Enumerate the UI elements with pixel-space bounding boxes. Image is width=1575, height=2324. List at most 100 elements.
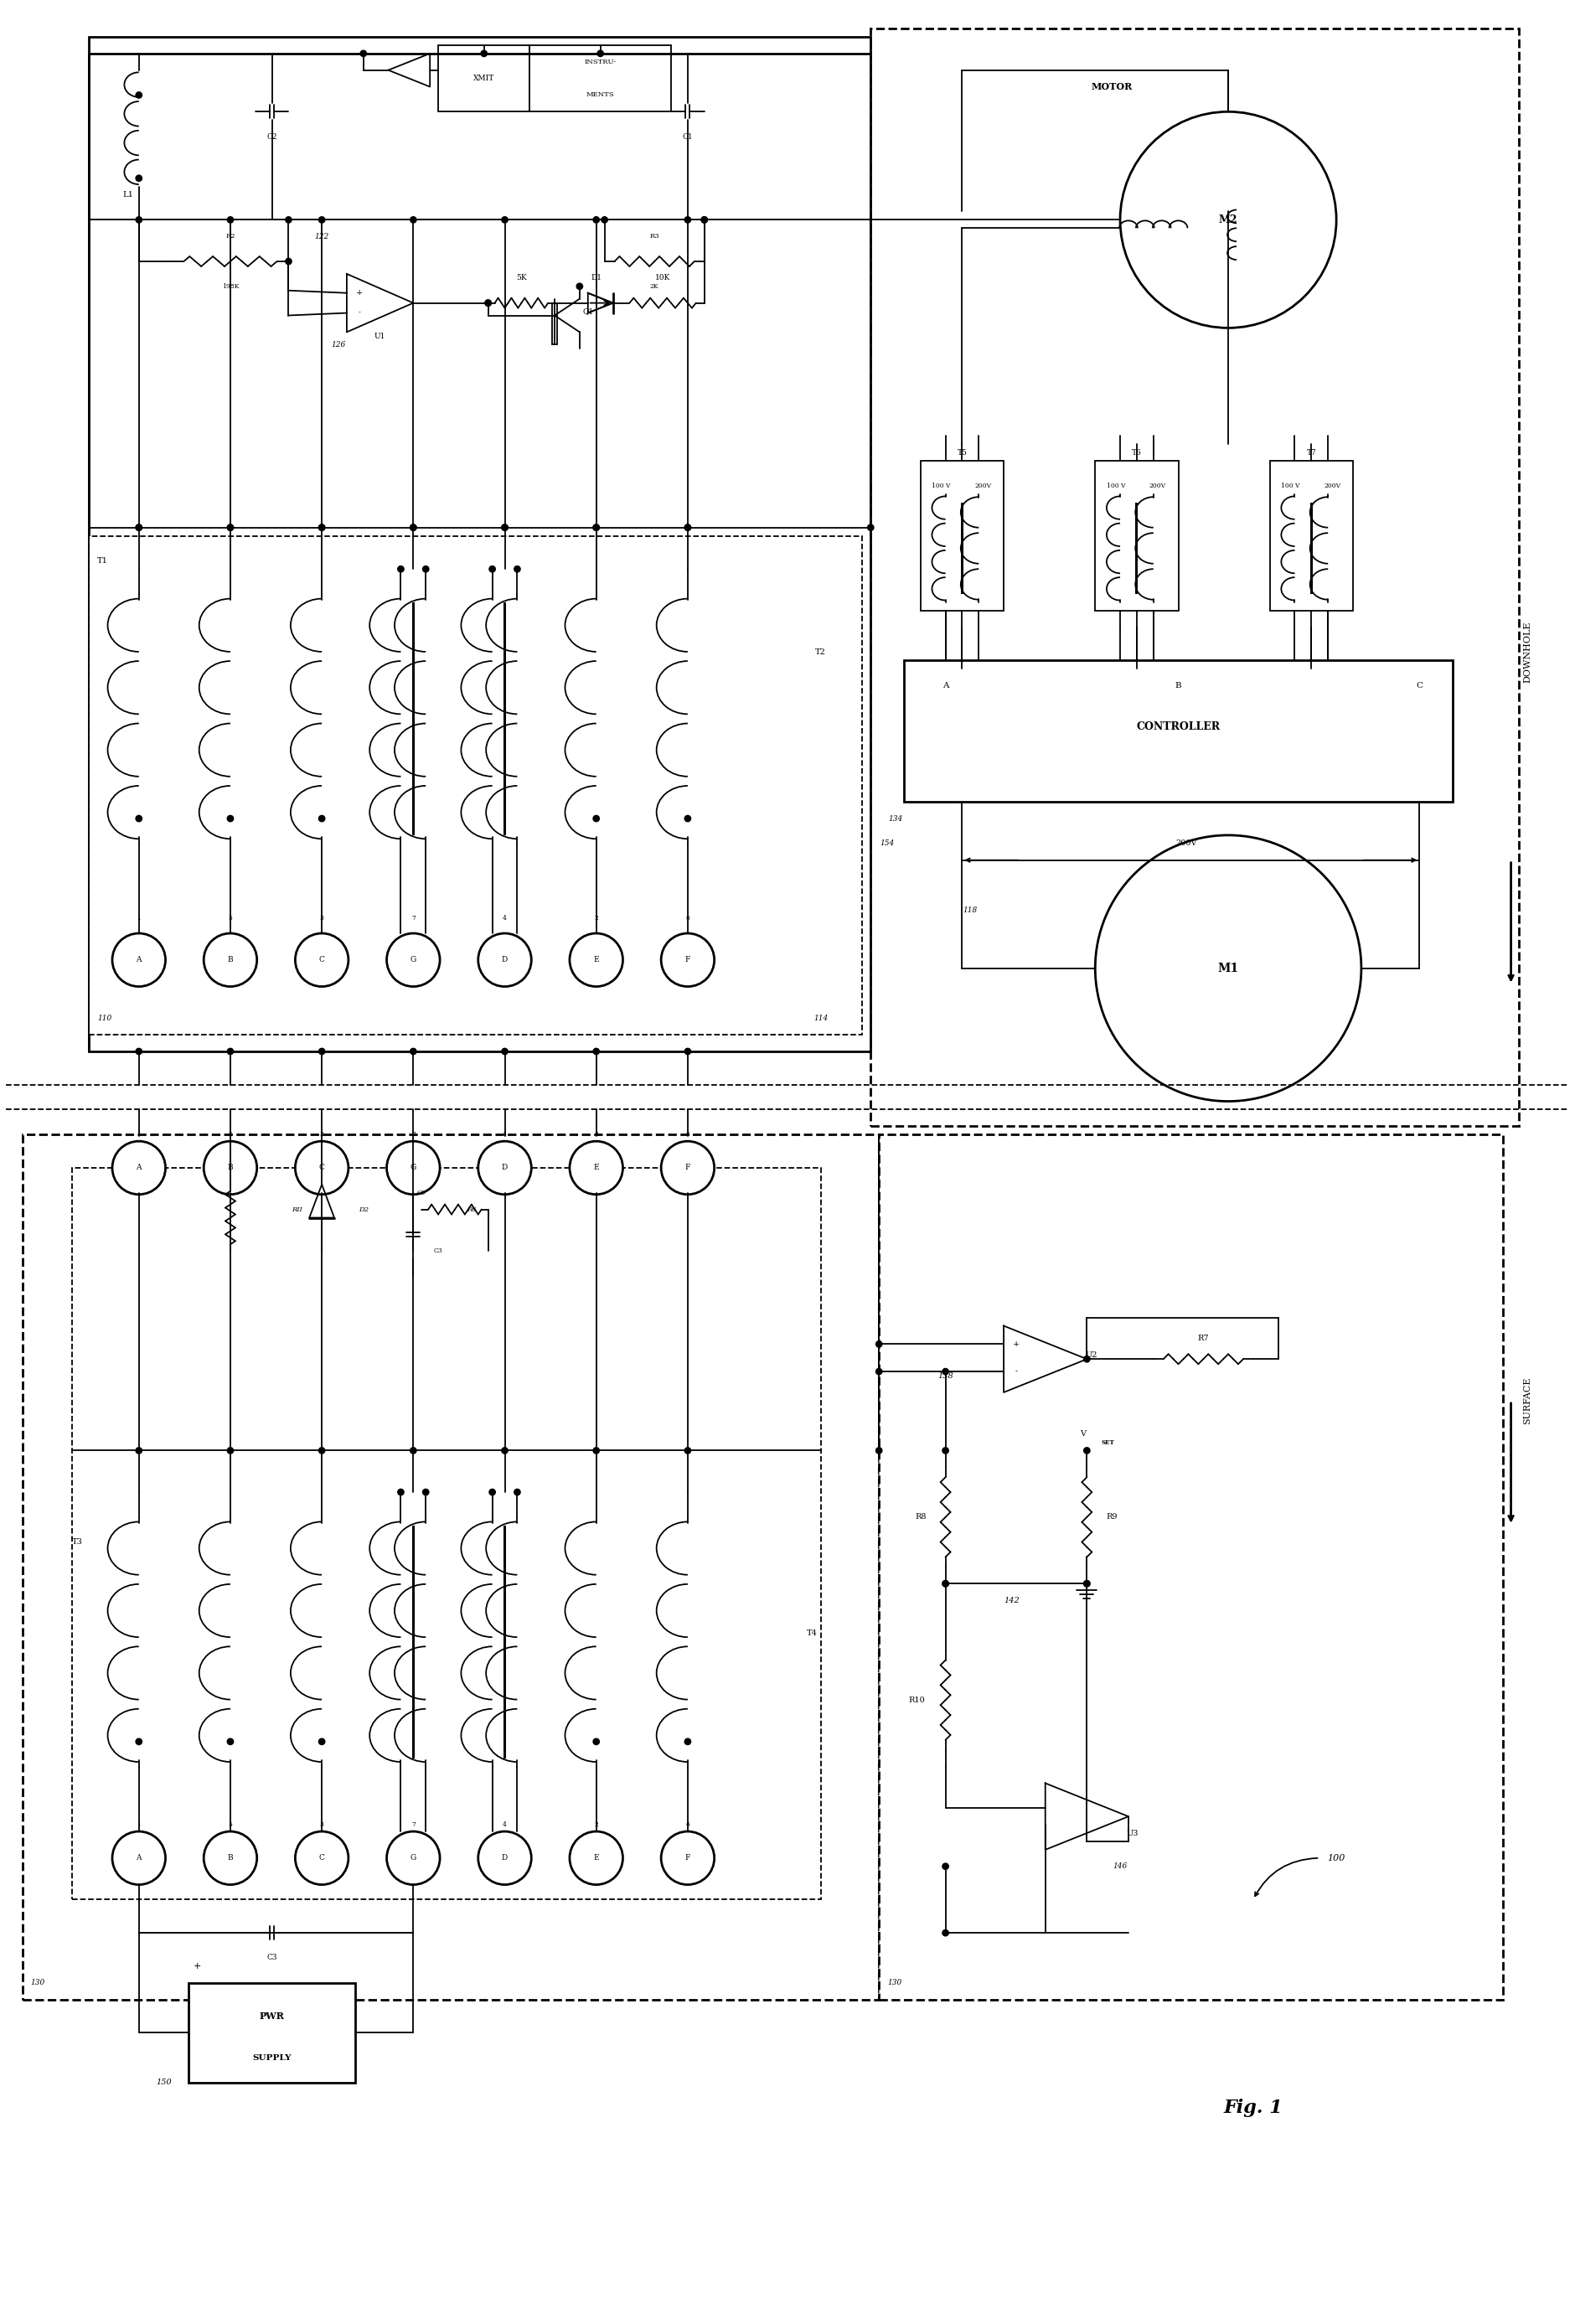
Bar [961, 502, 964, 595]
Circle shape [701, 216, 707, 223]
Circle shape [227, 525, 233, 530]
Circle shape [502, 525, 507, 530]
Text: U1: U1 [375, 332, 386, 339]
Circle shape [485, 300, 491, 307]
Bar [88, 537, 863, 1034]
Text: 114: 114 [814, 1013, 828, 1023]
Circle shape [662, 1141, 715, 1195]
Circle shape [398, 1490, 403, 1494]
Bar [879, 1134, 1503, 1999]
Circle shape [685, 816, 690, 820]
Text: CONTROLLER: CONTROLLER [1137, 723, 1221, 732]
Text: C3: C3 [266, 1954, 277, 1961]
Text: 2K: 2K [650, 284, 658, 290]
Text: D: D [502, 1164, 507, 1171]
Text: 4: 4 [502, 1132, 507, 1139]
Text: 100 V: 100 V [1280, 483, 1299, 490]
Circle shape [701, 216, 707, 223]
Text: T5: T5 [958, 449, 967, 456]
Bar [871, 28, 1520, 1127]
Circle shape [502, 525, 507, 530]
Circle shape [203, 1141, 257, 1195]
Text: 3: 3 [320, 916, 324, 923]
Text: 5K: 5K [517, 274, 526, 281]
Text: R2: R2 [225, 232, 235, 239]
Circle shape [135, 525, 142, 530]
Circle shape [227, 216, 233, 223]
Circle shape [1084, 1580, 1090, 1587]
Circle shape [479, 1141, 531, 1195]
Text: F: F [685, 955, 690, 964]
Text: 2: 2 [594, 1132, 598, 1139]
Circle shape [594, 1738, 598, 1745]
Circle shape [318, 816, 324, 820]
Bar [189, 1982, 354, 2082]
Text: C2: C2 [266, 132, 277, 139]
Text: R9: R9 [1106, 1513, 1118, 1520]
Circle shape [570, 1831, 622, 1885]
Circle shape [594, 1448, 598, 1452]
Text: 200V: 200V [1323, 483, 1340, 490]
Circle shape [515, 567, 520, 572]
Text: R10: R10 [909, 1697, 925, 1703]
Circle shape [685, 1048, 690, 1055]
Text: 200V: 200V [1150, 483, 1165, 490]
Circle shape [662, 934, 715, 985]
Circle shape [318, 1448, 324, 1452]
Circle shape [112, 934, 165, 985]
Text: R7: R7 [1197, 1334, 1210, 1341]
Bar [22, 1134, 879, 1999]
Text: 146: 146 [1114, 1862, 1128, 1871]
Circle shape [570, 1141, 622, 1195]
Text: M2: M2 [1219, 214, 1238, 225]
Circle shape [227, 1448, 233, 1452]
Circle shape [135, 93, 142, 98]
Text: 122: 122 [315, 232, 329, 239]
Text: 126: 126 [331, 342, 345, 349]
Text: +: + [1013, 1341, 1019, 1348]
Text: C: C [318, 955, 324, 964]
Text: 5: 5 [228, 916, 233, 923]
Text: -: - [358, 309, 361, 316]
Circle shape [594, 525, 598, 530]
Circle shape [295, 1141, 348, 1195]
Circle shape [135, 1448, 142, 1452]
Text: T1: T1 [98, 558, 109, 565]
Text: 5: 5 [228, 1132, 233, 1139]
Text: XMIT: XMIT [474, 74, 495, 81]
Circle shape [502, 1448, 507, 1452]
Circle shape [135, 1738, 142, 1745]
Circle shape [411, 525, 416, 530]
Text: R8: R8 [915, 1513, 926, 1520]
Circle shape [868, 525, 874, 530]
Text: +: + [194, 1961, 202, 1971]
Circle shape [685, 525, 690, 530]
Circle shape [135, 525, 142, 530]
Circle shape [480, 51, 487, 56]
Circle shape [318, 216, 324, 223]
Text: RII: RII [291, 1206, 302, 1213]
Text: A: A [135, 955, 142, 964]
Text: M1: M1 [1217, 962, 1240, 974]
Circle shape [422, 1490, 428, 1494]
Text: T6: T6 [1132, 449, 1142, 456]
Circle shape [942, 1369, 948, 1373]
Circle shape [422, 567, 428, 572]
Text: 142: 142 [1005, 1597, 1021, 1604]
Circle shape [285, 258, 291, 265]
Text: D: D [502, 955, 507, 964]
Circle shape [318, 1048, 324, 1055]
Text: C: C [318, 1164, 324, 1171]
Text: B: B [227, 1164, 233, 1171]
Circle shape [876, 1341, 882, 1348]
Bar [1269, 460, 1353, 611]
Circle shape [227, 1738, 233, 1745]
Text: T3: T3 [72, 1538, 83, 1545]
Text: G: G [410, 955, 416, 964]
Circle shape [485, 300, 491, 307]
Bar [553, 302, 558, 344]
Text: E: E [594, 955, 598, 964]
Circle shape [1095, 834, 1361, 1102]
Circle shape [876, 1369, 882, 1373]
Circle shape [135, 216, 142, 223]
